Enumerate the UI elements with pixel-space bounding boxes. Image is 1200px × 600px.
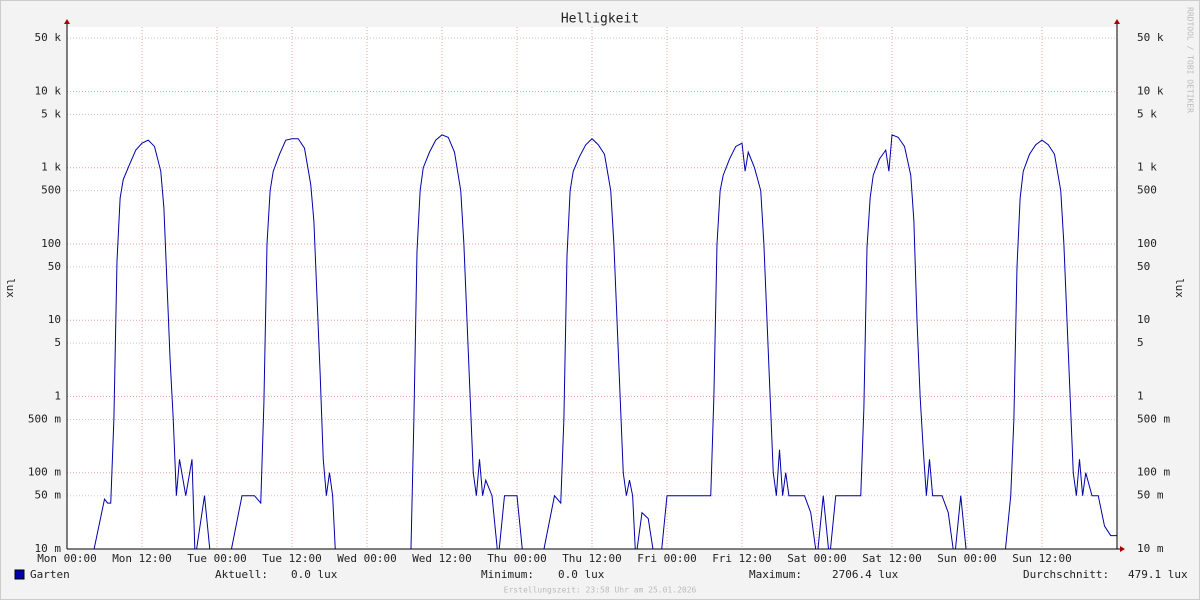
legend-swatch (14, 569, 25, 580)
y2-tick-label: 100 (1137, 237, 1157, 250)
data-line (93, 134, 1117, 549)
x-tick-label: Mon 12:00 (112, 552, 172, 565)
plot (67, 27, 1117, 549)
x-tick-label: Tue 00:00 (187, 552, 247, 565)
stat-label: Minimum: (481, 568, 534, 581)
y2-tick-label: 5 (1137, 336, 1144, 349)
legend-label: Garten (30, 568, 70, 581)
y-tick-label: 10 k (35, 84, 62, 97)
stat-value: 2706.4 lux (832, 568, 899, 581)
y2-tick-label: 10 k (1137, 84, 1164, 97)
chart-title: Helligkeit (561, 12, 639, 27)
y2-tick-label: 50 (1137, 260, 1150, 273)
y-tick-label: 1 k (41, 161, 61, 174)
x-tick-label: Sat 12:00 (862, 552, 922, 565)
x-tick-label: Tue 12:00 (262, 552, 322, 565)
axis-arrow (64, 19, 70, 24)
stat-label: Durchschnitt: (1023, 568, 1109, 581)
axis-arrow (1120, 546, 1125, 552)
watermark: RRDTOOL / TOBI OETIKER (1186, 7, 1195, 113)
y2-tick-label: 5 k (1137, 107, 1157, 120)
y2-axis-label: lux (1173, 278, 1186, 298)
stat-value: 479.1 lux (1128, 568, 1188, 581)
y2-tick-label: 50 k (1137, 31, 1164, 44)
y-tick-label: 5 (54, 336, 61, 349)
stat-label: Aktuell: (215, 568, 268, 581)
x-tick-label: Thu 12:00 (562, 552, 622, 565)
x-tick-label: Wed 00:00 (337, 552, 397, 565)
y-tick-label: 50 (48, 260, 61, 273)
y-tick-label: 1 (54, 389, 61, 402)
axis-arrow (1114, 19, 1120, 24)
y-tick-label: 500 (41, 184, 61, 197)
y-axis-label: lux (4, 278, 17, 298)
x-tick-label: Mon 00:00 (37, 552, 97, 565)
y-tick-label: 50 m (35, 489, 62, 502)
x-tick-label: Fri 12:00 (712, 552, 772, 565)
stat-label: Maximum: (749, 568, 802, 581)
footer: Erstellungszeit: 23:58 Uhr am 25.01.2026 (504, 586, 697, 595)
y2-tick-label: 1 (1137, 389, 1144, 402)
x-tick-label: Wed 12:00 (412, 552, 472, 565)
x-tick-label: Sun 12:00 (1012, 552, 1072, 565)
y-tick-label: 10 m (35, 542, 62, 555)
y2-tick-label: 50 m (1137, 489, 1164, 502)
y-tick-label: 100 m (28, 466, 61, 479)
y-tick-label: 10 (48, 313, 61, 326)
y2-tick-label: 1 k (1137, 161, 1157, 174)
stat-value: 0.0 lux (291, 568, 338, 581)
x-tick-label: Thu 00:00 (487, 552, 547, 565)
x-tick-label: Fri 00:00 (637, 552, 697, 565)
y-tick-label: 5 k (41, 107, 61, 120)
y-tick-label: 100 (41, 237, 61, 250)
y2-tick-label: 100 m (1137, 466, 1170, 479)
y-tick-label: 50 k (35, 31, 62, 44)
stat-value: 0.0 lux (558, 568, 605, 581)
y-tick-label: 500 m (28, 412, 61, 425)
y2-tick-label: 500 (1137, 184, 1157, 197)
y2-tick-label: 500 m (1137, 412, 1170, 425)
y2-tick-label: 10 (1137, 313, 1150, 326)
x-tick-label: Sat 00:00 (787, 552, 847, 565)
x-tick-label: Sun 00:00 (937, 552, 997, 565)
y2-tick-label: 10 m (1137, 542, 1164, 555)
